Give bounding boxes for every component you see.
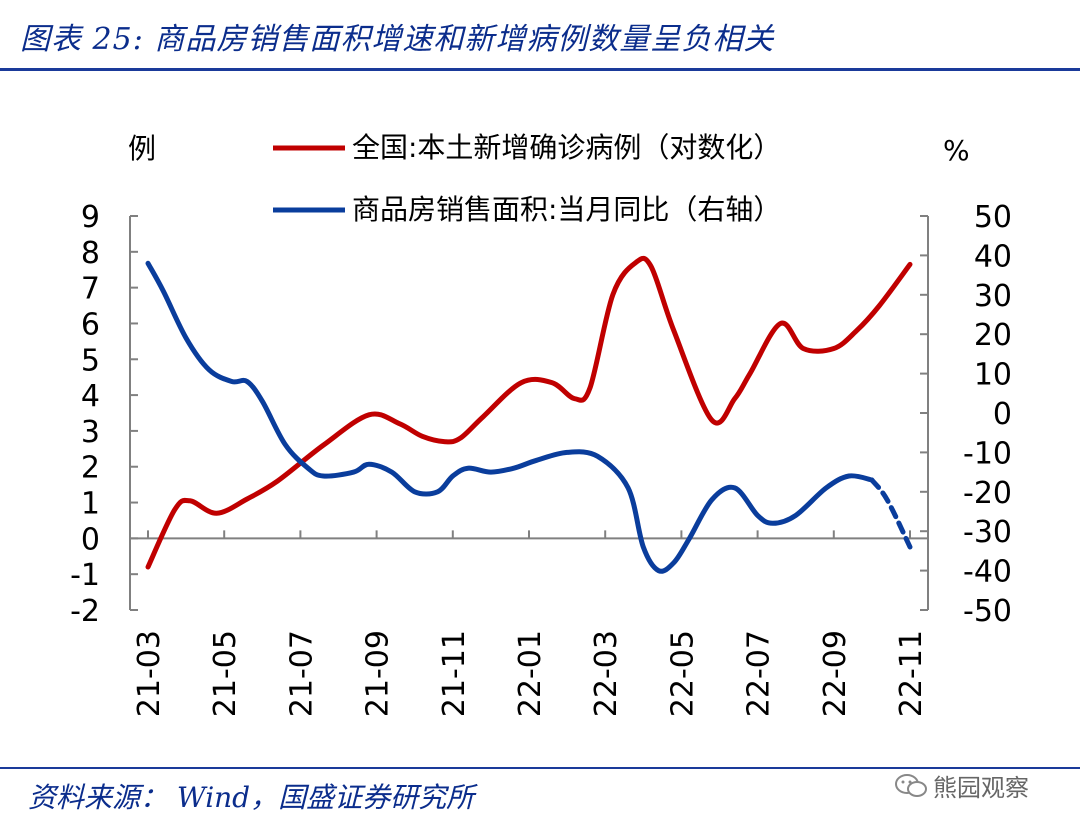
left-tick-label: -2 <box>70 594 100 629</box>
left-axis-unit: 例 <box>128 132 156 165</box>
chart-title: 图表 25: 商品房销售面积增速和新增病例数量呈负相关 <box>20 22 775 57</box>
left-tick-label: 4 <box>81 379 100 414</box>
right-tick-label: 40 <box>974 239 1012 274</box>
bottom-rule <box>0 767 1080 769</box>
right-tick-label: -50 <box>963 594 1012 629</box>
left-tick-label: 2 <box>81 451 100 486</box>
watermark: 熊园观察 <box>895 768 1029 803</box>
right-tick-label: -40 <box>963 555 1012 590</box>
right-tick-label: -30 <box>963 515 1012 550</box>
source-note: 资料来源： Wind，国盛证券研究所 <box>28 781 475 814</box>
left-tick-label: 8 <box>81 236 100 271</box>
left-tick-label: 5 <box>81 343 100 378</box>
x-tick-label: 21-05 <box>208 630 243 717</box>
left-tick-label: 0 <box>81 522 100 557</box>
series-group <box>145 255 913 574</box>
left-tick-label: 7 <box>81 272 100 307</box>
left-tick-label: 1 <box>81 487 100 522</box>
legend-label-cases: 全国:本土新增确诊病例（对数化） <box>352 131 781 164</box>
right-tick-label: 30 <box>974 279 1012 314</box>
x-tick-label: 21-07 <box>284 630 319 717</box>
axes: 9876543210-1-250403020100-10-20-30-40-50… <box>70 200 1012 717</box>
x-tick-label: 22-03 <box>589 630 624 717</box>
x-tick-label: 22-09 <box>818 630 853 717</box>
x-tick-label: 21-09 <box>361 630 396 717</box>
right-tick-label: 0 <box>993 397 1012 432</box>
series-line-sales <box>145 260 875 574</box>
right-axis-unit: % <box>943 134 970 167</box>
legend-label-sales: 商品房销售面积:当月同比（右轴） <box>352 193 781 226</box>
top-rule <box>0 68 1080 71</box>
right-tick-label: -10 <box>963 436 1012 471</box>
x-tick-label: 22-07 <box>742 630 777 717</box>
right-tick-label: 20 <box>974 318 1012 353</box>
right-tick-label: 50 <box>974 200 1012 235</box>
chart: 9876543210-1-250403020100-10-20-30-40-50… <box>70 131 1012 717</box>
x-tick-label: 22-05 <box>665 630 700 717</box>
left-tick-label: 6 <box>81 307 100 342</box>
left-tick-label: -1 <box>70 558 100 593</box>
right-tick-label: -20 <box>963 476 1012 511</box>
x-tick-label: 22-11 <box>894 630 929 717</box>
right-tick-label: 10 <box>974 358 1012 393</box>
watermark-text: 熊园观察 <box>933 774 1029 802</box>
x-tick-label: 21-11 <box>437 630 472 717</box>
x-tick-label: 22-01 <box>513 630 548 717</box>
left-tick-label: 9 <box>81 200 100 235</box>
wechat-icon <box>895 773 927 797</box>
series-line-sales-dashed <box>869 477 913 550</box>
left-tick-label: 3 <box>81 415 100 450</box>
x-tick-label: 21-03 <box>132 630 167 717</box>
series-line-cases <box>145 255 913 570</box>
